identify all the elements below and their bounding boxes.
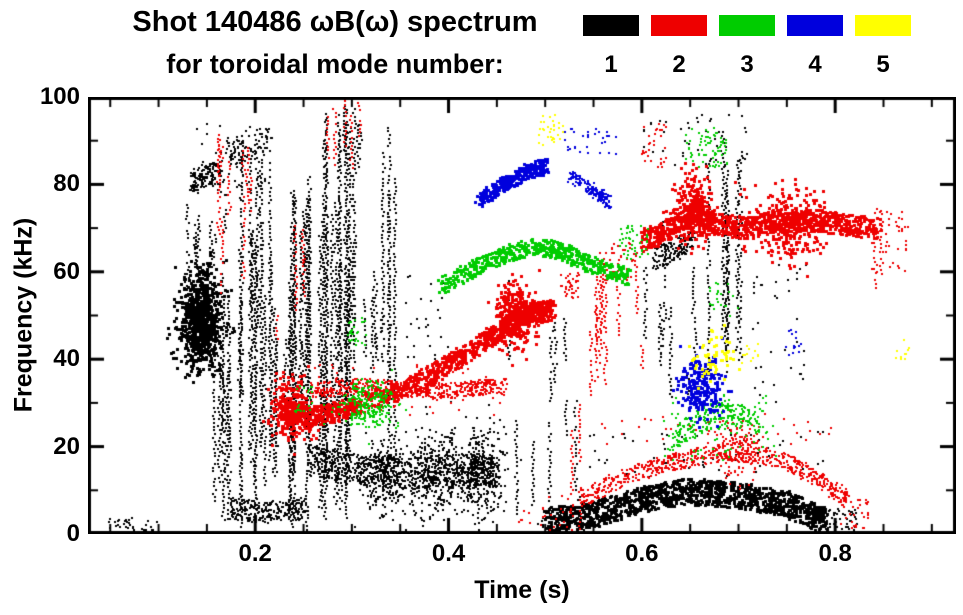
legend-swatches (583, 15, 911, 36)
chart-title: Shot 140486 ωB(ω) spectrum (132, 6, 538, 38)
y-tick-label-0: 0 (66, 520, 80, 547)
legend-label-n2: 2 (672, 51, 686, 78)
y-tick-label-60: 60 (53, 257, 80, 285)
legend-label-n4: 4 (808, 51, 822, 78)
legend-swatch-n5 (855, 15, 911, 36)
legend-label-n3: 3 (740, 51, 754, 78)
legend-mode-numbers: 1 2 3 4 5 (583, 51, 911, 79)
x-tick-label-0.8: 0.8 (818, 540, 852, 567)
x-tick-label-0.4: 0.4 (431, 540, 466, 567)
legend-swatch-n4 (787, 15, 843, 36)
y-tick-label-20: 20 (53, 432, 80, 460)
legend-swatch-n1 (583, 15, 639, 36)
spectrogram-plot (88, 97, 956, 534)
y-tick-label-40: 40 (53, 345, 80, 373)
legend-swatch-n2 (651, 15, 707, 36)
x-tick-label-0.6: 0.6 (625, 540, 659, 567)
legend-swatch-n3 (719, 15, 775, 36)
legend-label-n1: 1 (604, 51, 618, 78)
x-tick-label-0.2: 0.2 (238, 540, 272, 567)
x-axis-title: Time (s) (474, 576, 570, 604)
legend-label-n5: 5 (876, 51, 890, 78)
y-tick-label-80: 80 (53, 170, 80, 198)
chart-subtitle: for toroidal mode number: (166, 49, 504, 79)
y-axis-title: Frequency (kHz) (9, 217, 38, 413)
y-tick-label-100: 100 (39, 83, 80, 110)
